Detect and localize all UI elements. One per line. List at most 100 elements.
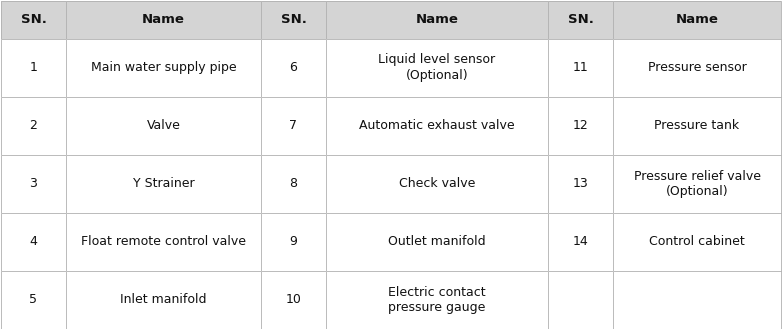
Text: 10: 10 (285, 293, 301, 306)
Text: 14: 14 (572, 235, 588, 248)
Bar (66, 38, 261, 96)
Bar (326, 1, 548, 38)
Bar (66, 155, 261, 213)
Text: Pressure tank: Pressure tank (655, 119, 740, 132)
Text: 11: 11 (572, 61, 588, 74)
Bar (1, 213, 66, 270)
Bar (1, 270, 66, 328)
Text: 6: 6 (289, 61, 297, 74)
Bar (326, 155, 548, 213)
Bar (548, 38, 613, 96)
Text: 1: 1 (30, 61, 38, 74)
Text: 4: 4 (30, 235, 38, 248)
Text: Liquid level sensor
(Optional): Liquid level sensor (Optional) (378, 54, 496, 82)
Text: 5: 5 (30, 293, 38, 306)
Bar (613, 270, 781, 328)
Text: SN.: SN. (281, 13, 307, 26)
Bar (326, 213, 548, 270)
Bar (613, 96, 781, 155)
Bar (1, 96, 66, 155)
Bar (1, 38, 66, 96)
Bar (548, 1, 613, 38)
Bar (326, 96, 548, 155)
Bar (261, 96, 326, 155)
Bar (326, 270, 548, 328)
Text: 2: 2 (30, 119, 38, 132)
Bar (326, 38, 548, 96)
Bar (261, 38, 326, 96)
Bar (66, 1, 261, 38)
Text: Valve: Valve (146, 119, 181, 132)
Bar (1, 155, 66, 213)
Bar (66, 270, 261, 328)
Bar (261, 96, 326, 155)
Bar (261, 270, 326, 328)
Bar (613, 1, 781, 38)
Bar (548, 38, 613, 96)
Text: Electric contact
pressure gauge: Electric contact pressure gauge (388, 286, 486, 314)
Bar (326, 213, 548, 270)
Bar (66, 155, 261, 213)
Bar (613, 38, 781, 96)
Bar (261, 213, 326, 270)
Bar (548, 270, 613, 328)
Bar (548, 155, 613, 213)
Text: 8: 8 (289, 177, 297, 190)
Bar (326, 38, 548, 96)
Text: Name: Name (415, 13, 458, 26)
Text: Inlet manifold: Inlet manifold (120, 293, 206, 306)
Bar (1, 155, 66, 213)
Bar (613, 213, 781, 270)
Bar (548, 213, 613, 270)
Bar (66, 38, 261, 96)
Bar (548, 96, 613, 155)
Bar (613, 1, 781, 38)
Text: SN.: SN. (568, 13, 594, 26)
Text: Float remote control valve: Float remote control valve (81, 235, 246, 248)
Bar (66, 270, 261, 328)
Text: SN.: SN. (20, 13, 46, 26)
Bar (66, 96, 261, 155)
Text: Name: Name (676, 13, 719, 26)
Bar (66, 213, 261, 270)
Bar (326, 96, 548, 155)
Text: Y Strainer: Y Strainer (133, 177, 194, 190)
Text: Pressure relief valve
(Optional): Pressure relief valve (Optional) (633, 169, 761, 197)
Bar (261, 1, 326, 38)
Bar (326, 270, 548, 328)
Text: Automatic exhaust valve: Automatic exhaust valve (359, 119, 515, 132)
Text: 9: 9 (289, 235, 297, 248)
Bar (1, 1, 66, 38)
Text: Check valve: Check valve (399, 177, 475, 190)
Text: 7: 7 (289, 119, 297, 132)
Bar (1, 96, 66, 155)
Text: 12: 12 (572, 119, 588, 132)
Bar (261, 38, 326, 96)
Bar (66, 1, 261, 38)
Bar (613, 155, 781, 213)
Text: 3: 3 (30, 177, 38, 190)
Bar (548, 96, 613, 155)
Text: 13: 13 (572, 177, 588, 190)
Bar (613, 270, 781, 328)
Bar (548, 213, 613, 270)
Bar (261, 213, 326, 270)
Text: Control cabinet: Control cabinet (649, 235, 745, 248)
Bar (326, 1, 548, 38)
Bar (261, 270, 326, 328)
Bar (326, 155, 548, 213)
Bar (66, 96, 261, 155)
Text: Name: Name (142, 13, 185, 26)
Bar (1, 38, 66, 96)
Bar (1, 270, 66, 328)
Bar (548, 155, 613, 213)
Text: Outlet manifold: Outlet manifold (388, 235, 486, 248)
Bar (261, 155, 326, 213)
Text: Main water supply pipe: Main water supply pipe (91, 61, 236, 74)
Bar (613, 155, 781, 213)
Bar (613, 96, 781, 155)
Bar (548, 270, 613, 328)
Bar (613, 213, 781, 270)
Text: Pressure sensor: Pressure sensor (647, 61, 746, 74)
Bar (261, 1, 326, 38)
